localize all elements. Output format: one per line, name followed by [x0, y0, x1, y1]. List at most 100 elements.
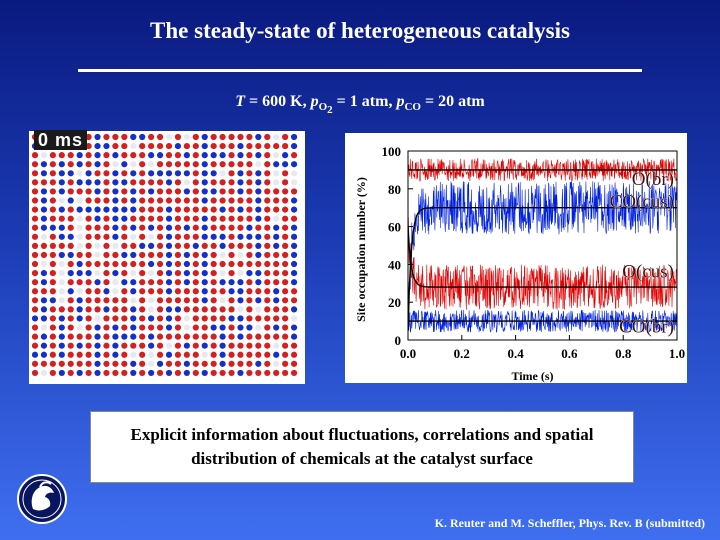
lattice-site — [246, 161, 253, 168]
lattice-site — [130, 279, 137, 286]
lattice-site — [76, 170, 83, 177]
lattice-site — [156, 351, 164, 358]
lattice-site — [85, 306, 92, 313]
lattice-site — [273, 142, 280, 150]
lattice-site — [31, 333, 39, 340]
lattice-site — [103, 306, 110, 313]
lattice-site — [290, 224, 298, 231]
lattice-site — [264, 333, 271, 340]
lattice-site — [156, 197, 164, 204]
lattice-site — [112, 306, 119, 313]
lattice-site — [290, 179, 298, 186]
lattice-site — [273, 351, 280, 358]
lattice-site — [139, 369, 146, 377]
lattice-site — [237, 133, 244, 141]
lattice-site — [58, 279, 65, 286]
lattice-site — [183, 179, 190, 186]
lattice-site — [130, 333, 137, 340]
lattice-site — [85, 197, 92, 204]
lattice-site — [85, 324, 92, 331]
lattice-site — [156, 306, 164, 313]
lattice-site — [282, 251, 289, 259]
lattice-site — [201, 233, 208, 240]
lattice-site — [58, 233, 65, 240]
lattice-site — [67, 351, 74, 358]
lattice-site — [58, 306, 65, 313]
lattice-site — [201, 170, 208, 177]
lattice-site — [183, 306, 190, 313]
legend-label-ocus: O(cus) — [622, 262, 674, 283]
lattice-site — [103, 188, 110, 195]
lattice-site — [40, 315, 48, 322]
lattice-site — [246, 197, 253, 204]
lattice-site — [174, 188, 182, 195]
lattice-site — [192, 224, 199, 231]
lattice-site — [139, 133, 146, 141]
lattice-site — [237, 270, 244, 277]
lattice-site — [139, 206, 146, 213]
lattice-site — [58, 206, 65, 213]
lattice-site — [76, 297, 83, 304]
lattice-site — [174, 133, 182, 141]
lattice-site — [210, 188, 217, 195]
lattice-site — [103, 215, 110, 222]
lattice-site — [40, 179, 48, 186]
lattice-site — [121, 369, 128, 377]
lattice-site — [85, 170, 92, 177]
lattice-site — [290, 152, 298, 159]
lattice-site — [246, 206, 253, 213]
lattice-site — [156, 360, 164, 367]
lattice-site — [201, 360, 208, 367]
lattice-site — [174, 270, 182, 277]
lattice-site — [94, 242, 101, 249]
lattice-site — [156, 297, 164, 304]
lattice-site — [228, 215, 235, 222]
lattice-site — [192, 297, 199, 304]
lattice-site — [40, 288, 48, 295]
lattice-site — [85, 152, 92, 159]
lattice-site — [156, 170, 164, 177]
lattice-site — [67, 333, 74, 340]
lattice-site — [112, 188, 119, 195]
lattice-site — [76, 369, 83, 377]
surface-lattice-snapshot — [29, 131, 305, 384]
lattice-site — [192, 360, 199, 367]
lattice-site — [201, 179, 208, 186]
lattice-site — [76, 279, 83, 286]
lattice-site — [148, 333, 155, 340]
lattice-site — [67, 315, 74, 322]
lattice-site — [246, 215, 253, 222]
lattice-site — [273, 242, 280, 249]
lattice-site — [237, 206, 244, 213]
lattice-site — [156, 224, 164, 231]
lattice-site — [112, 197, 119, 204]
lattice-site — [148, 188, 155, 195]
lattice-site — [237, 279, 244, 286]
lattice-site — [192, 288, 199, 295]
lattice-site — [246, 224, 253, 231]
lattice-site — [165, 224, 173, 231]
lattice-site — [210, 260, 217, 268]
lattice-site — [255, 215, 262, 222]
lattice-site — [103, 288, 110, 295]
lattice-site — [237, 360, 244, 367]
lattice-site — [112, 133, 119, 141]
lattice-site — [201, 142, 208, 150]
lattice-site — [139, 297, 146, 304]
lattice-site — [112, 179, 119, 186]
lattice-site — [139, 288, 146, 295]
lattice-site — [165, 324, 173, 331]
lattice-site — [165, 315, 173, 322]
lattice-site — [165, 197, 173, 204]
lattice-site — [210, 360, 217, 367]
lattice-site — [49, 279, 56, 286]
lattice-site — [210, 161, 217, 168]
lattice-site — [192, 215, 199, 222]
lattice-site — [85, 242, 92, 249]
lattice-site — [183, 242, 190, 249]
legend-label-obr: O(br) — [632, 169, 674, 190]
lattice-site — [31, 233, 39, 240]
lattice-site — [246, 179, 253, 186]
lattice-site — [40, 251, 48, 259]
legend-label-cobr: CO(br) — [619, 316, 674, 337]
